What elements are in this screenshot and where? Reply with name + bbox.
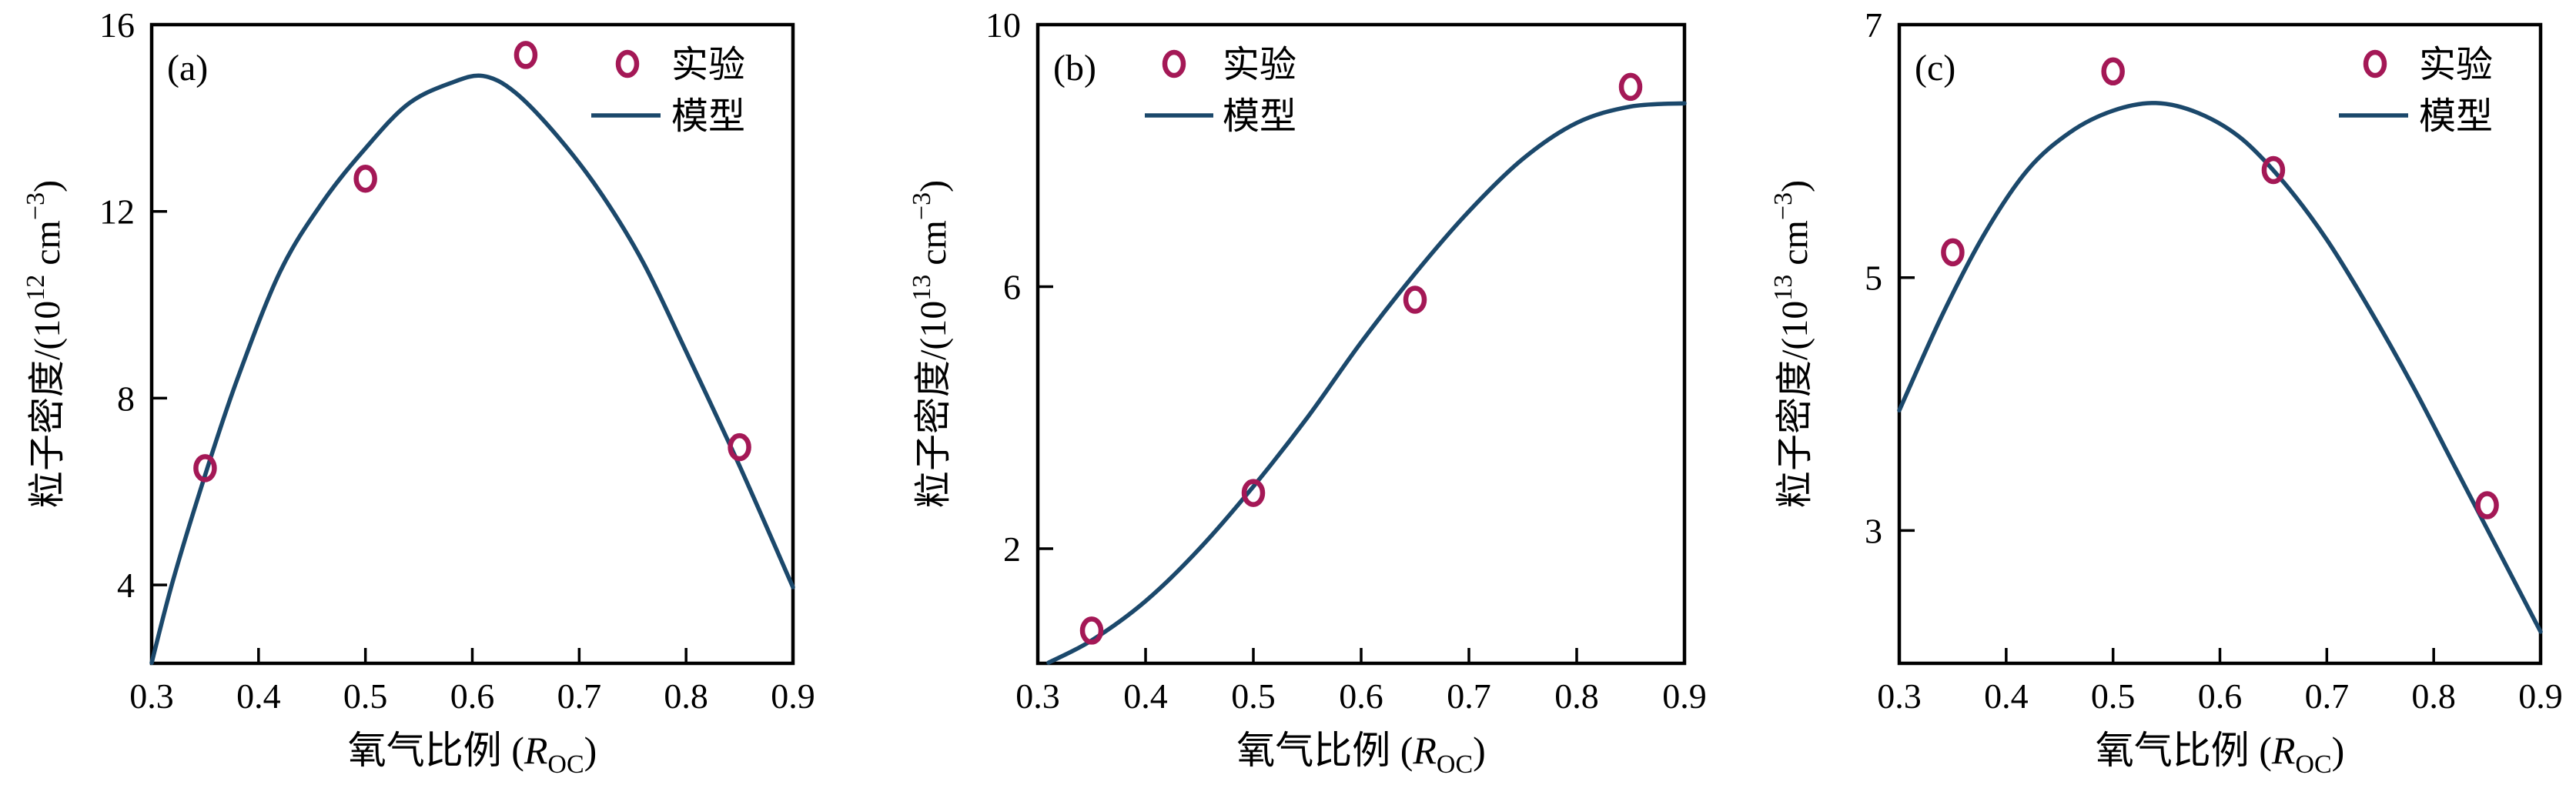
x-tick-label: 0.5: [343, 676, 388, 716]
legend-experiment-label: 实验: [1223, 45, 1296, 85]
model-curve: [1046, 101, 1687, 665]
x-tick-label: 0.6: [2198, 676, 2243, 716]
panel-b-chart: 0.3 0.4 0.5 0.6 0.7 0.8 0.9 2 6 10 (b) 实验模型粒子密度/(10…: [908, 5, 1707, 779]
x-tick-label: 0.5: [2091, 676, 2136, 716]
experiment-point: [193, 454, 217, 482]
y-tick-label: 10: [985, 5, 1021, 45]
y-axis-label: 粒子密度/(1012 cm−3): [22, 180, 68, 508]
experiment-point: [1241, 479, 1266, 507]
x-tick-label: 0.5: [1231, 676, 1276, 716]
experiment-point: [353, 164, 377, 193]
x-tick-label: 0.6: [450, 676, 495, 716]
y-tick-label: 2: [1003, 529, 1021, 569]
legend-experiment-marker: [615, 49, 640, 78]
panel-c-chart: 0.3 0.4 0.5 0.6 0.7 0.8 0.9 3 5 7 (c) 实验模型粒子密度/(101…: [1769, 5, 2563, 779]
x-tick-label: 0.8: [2411, 676, 2456, 716]
y-tick-label: 7: [1865, 5, 1882, 45]
panel-label: (c): [1915, 48, 1955, 88]
y-tick-label: 8: [117, 379, 135, 418]
x-tick-label: 0.7: [2305, 676, 2350, 716]
legend-experiment-label: 实验: [2419, 45, 2493, 85]
model-curve: [1897, 101, 2543, 634]
x-tick-label: 0.7: [1447, 676, 1491, 716]
legend-model-label: 模型: [671, 96, 745, 137]
panel-a-chart: 0.3 0.4 0.5 0.6 0.7 0.8 0.9 4 8 12 16 (a) 实验模型粒子密度/(…: [22, 5, 815, 779]
x-tick-label: 0.4: [236, 676, 281, 716]
legend-model-label: 模型: [1223, 96, 1296, 137]
legend-model-label: 模型: [2419, 96, 2493, 137]
experiment-point: [728, 432, 751, 462]
panel-label: (b): [1053, 48, 1096, 88]
legend-experiment-marker: [2363, 49, 2387, 78]
experiment-point: [1079, 616, 1104, 645]
experiment-point: [2101, 57, 2125, 86]
x-axis-label: 氧气比例 (ROC): [2096, 729, 2345, 779]
x-tick-label: 0.9: [771, 676, 815, 716]
x-tick-label: 0.8: [664, 676, 708, 716]
x-tick-label: 0.6: [1339, 676, 1383, 716]
panel-label: (a): [167, 48, 208, 88]
x-axis-label: 氧气比例 (ROC): [348, 729, 597, 779]
experiment-point: [514, 41, 538, 69]
x-tick-label: 0.4: [1123, 676, 1168, 716]
x-tick-label: 0.9: [2518, 676, 2563, 716]
y-axis-label: 粒子密度/(1013 cm−3): [908, 180, 954, 508]
y-tick-label: 16: [99, 5, 135, 45]
experiment-point: [1618, 72, 1643, 102]
x-axis-label: 氧气比例 (ROC): [1236, 729, 1486, 779]
model-curve: [149, 73, 795, 666]
x-tick-label: 0.9: [1662, 676, 1707, 716]
x-tick-label: 0.3: [129, 676, 174, 716]
experiment-point: [2261, 155, 2286, 185]
experiment-point: [1941, 238, 1965, 267]
experiment-point: [2475, 491, 2499, 519]
y-axis-label: 粒子密度/(1013 cm−3): [1769, 180, 1815, 508]
x-tick-label: 0.3: [1877, 676, 1922, 716]
x-tick-label: 0.4: [1984, 676, 2029, 716]
y-tick-label: 5: [1865, 259, 1882, 298]
y-tick-label: 12: [99, 192, 135, 232]
y-tick-label: 6: [1003, 268, 1021, 307]
x-tick-label: 0.3: [1015, 676, 1060, 716]
x-tick-label: 0.8: [1554, 676, 1599, 716]
legend-experiment-label: 实验: [671, 45, 745, 85]
y-tick-label: 4: [117, 566, 135, 605]
x-tick-label: 0.7: [557, 676, 602, 716]
y-tick-label: 3: [1865, 511, 1882, 550]
experiment-point: [1403, 285, 1427, 314]
legend-experiment-marker: [1162, 49, 1186, 78]
